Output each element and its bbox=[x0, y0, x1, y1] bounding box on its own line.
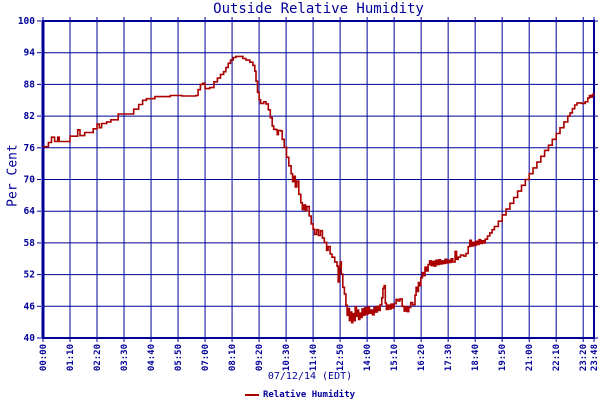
x-tick-label: 17:30 bbox=[444, 344, 454, 371]
y-tick-label: 82 bbox=[24, 111, 35, 122]
x-tick-label: 09:20 bbox=[255, 344, 265, 371]
legend-line-swatch bbox=[244, 394, 259, 396]
x-axis-date-label: 07/12/14 (EDT) bbox=[267, 371, 353, 382]
y-tick-label: 58 bbox=[24, 238, 36, 249]
y-tick-label: 76 bbox=[24, 143, 36, 154]
x-tick-label: 02:20 bbox=[93, 344, 103, 371]
y-tick-label: 64 bbox=[24, 206, 36, 217]
y-tick-label: 52 bbox=[24, 270, 35, 281]
chart-title: Outside Relative Humidity bbox=[213, 1, 424, 17]
x-tick-label: 01:10 bbox=[66, 344, 76, 371]
x-tick-label: 08:10 bbox=[228, 344, 238, 371]
x-tick-label: 23:48 bbox=[590, 344, 600, 371]
x-tick-label: 04:40 bbox=[147, 344, 157, 371]
x-tick-label: 18:40 bbox=[471, 344, 481, 371]
x-tick-label: 22:10 bbox=[552, 344, 562, 371]
x-tick-label: 11:40 bbox=[309, 344, 319, 371]
legend-label: Relative Humidity bbox=[262, 390, 356, 400]
y-tick-label: 40 bbox=[24, 333, 36, 344]
x-tick-label: 21:00 bbox=[525, 344, 535, 371]
y-tick-label: 70 bbox=[24, 175, 36, 186]
x-tick-label: 07:00 bbox=[201, 344, 211, 371]
y-tick-label: 100 bbox=[18, 16, 35, 27]
x-tick-label: 14:00 bbox=[363, 344, 373, 371]
y-tick-label: 46 bbox=[24, 301, 36, 312]
x-tick-label: 16:20 bbox=[417, 344, 427, 371]
legend: Relative Humidity bbox=[0, 390, 600, 400]
x-tick-label: 05:50 bbox=[174, 344, 184, 371]
y-tick-label: 88 bbox=[24, 79, 36, 90]
x-tick-label: 15:10 bbox=[390, 344, 400, 371]
x-tick-label: 03:30 bbox=[120, 344, 130, 371]
x-tick-label: 23:20 bbox=[579, 344, 589, 371]
x-tick-label: 00:00 bbox=[39, 344, 49, 371]
x-tick-label: 10:30 bbox=[282, 344, 292, 371]
x-tick-label: 12:50 bbox=[336, 344, 346, 371]
x-tick-label: 19:50 bbox=[498, 344, 508, 371]
y-tick-label: 94 bbox=[24, 48, 36, 59]
humidity-line bbox=[43, 55, 595, 324]
